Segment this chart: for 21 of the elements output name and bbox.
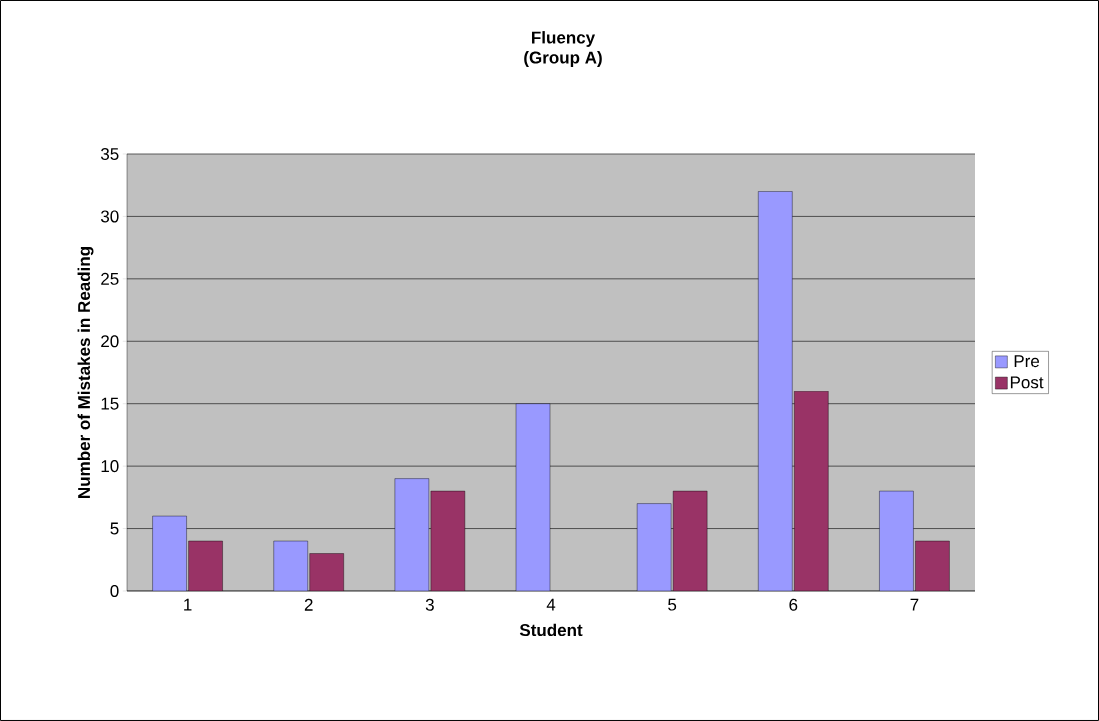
y-tick-label: 5 [110, 522, 119, 535]
y-tick-label: 15 [101, 397, 119, 410]
legend-label: Post [1010, 376, 1044, 389]
x-tick-label: 3 [425, 598, 434, 611]
y-tick-label: 20 [101, 335, 119, 348]
y-axis-title: Number of Mistakes in Reading [77, 247, 94, 498]
y-tick-label: 10 [101, 460, 119, 473]
x-tick-label: 6 [789, 598, 798, 611]
x-tick-label: 4 [546, 598, 556, 611]
chart-title: Fluency [532, 31, 596, 47]
y-tick-label: 25 [101, 272, 119, 285]
x-tick-label: 1 [184, 598, 192, 611]
y-tick-label: 35 [100, 147, 119, 161]
chart-subtitle: (Group A) [524, 51, 602, 67]
x-tick-label: 7 [910, 598, 919, 611]
legend-label: Pre [1014, 355, 1040, 368]
x-tick-label: 2 [304, 598, 313, 611]
y-tick-label: 30 [100, 210, 119, 223]
x-tick-label: 5 [668, 598, 677, 611]
x-axis-title: Student [519, 623, 583, 637]
y-tick-label: 0 [110, 584, 119, 598]
